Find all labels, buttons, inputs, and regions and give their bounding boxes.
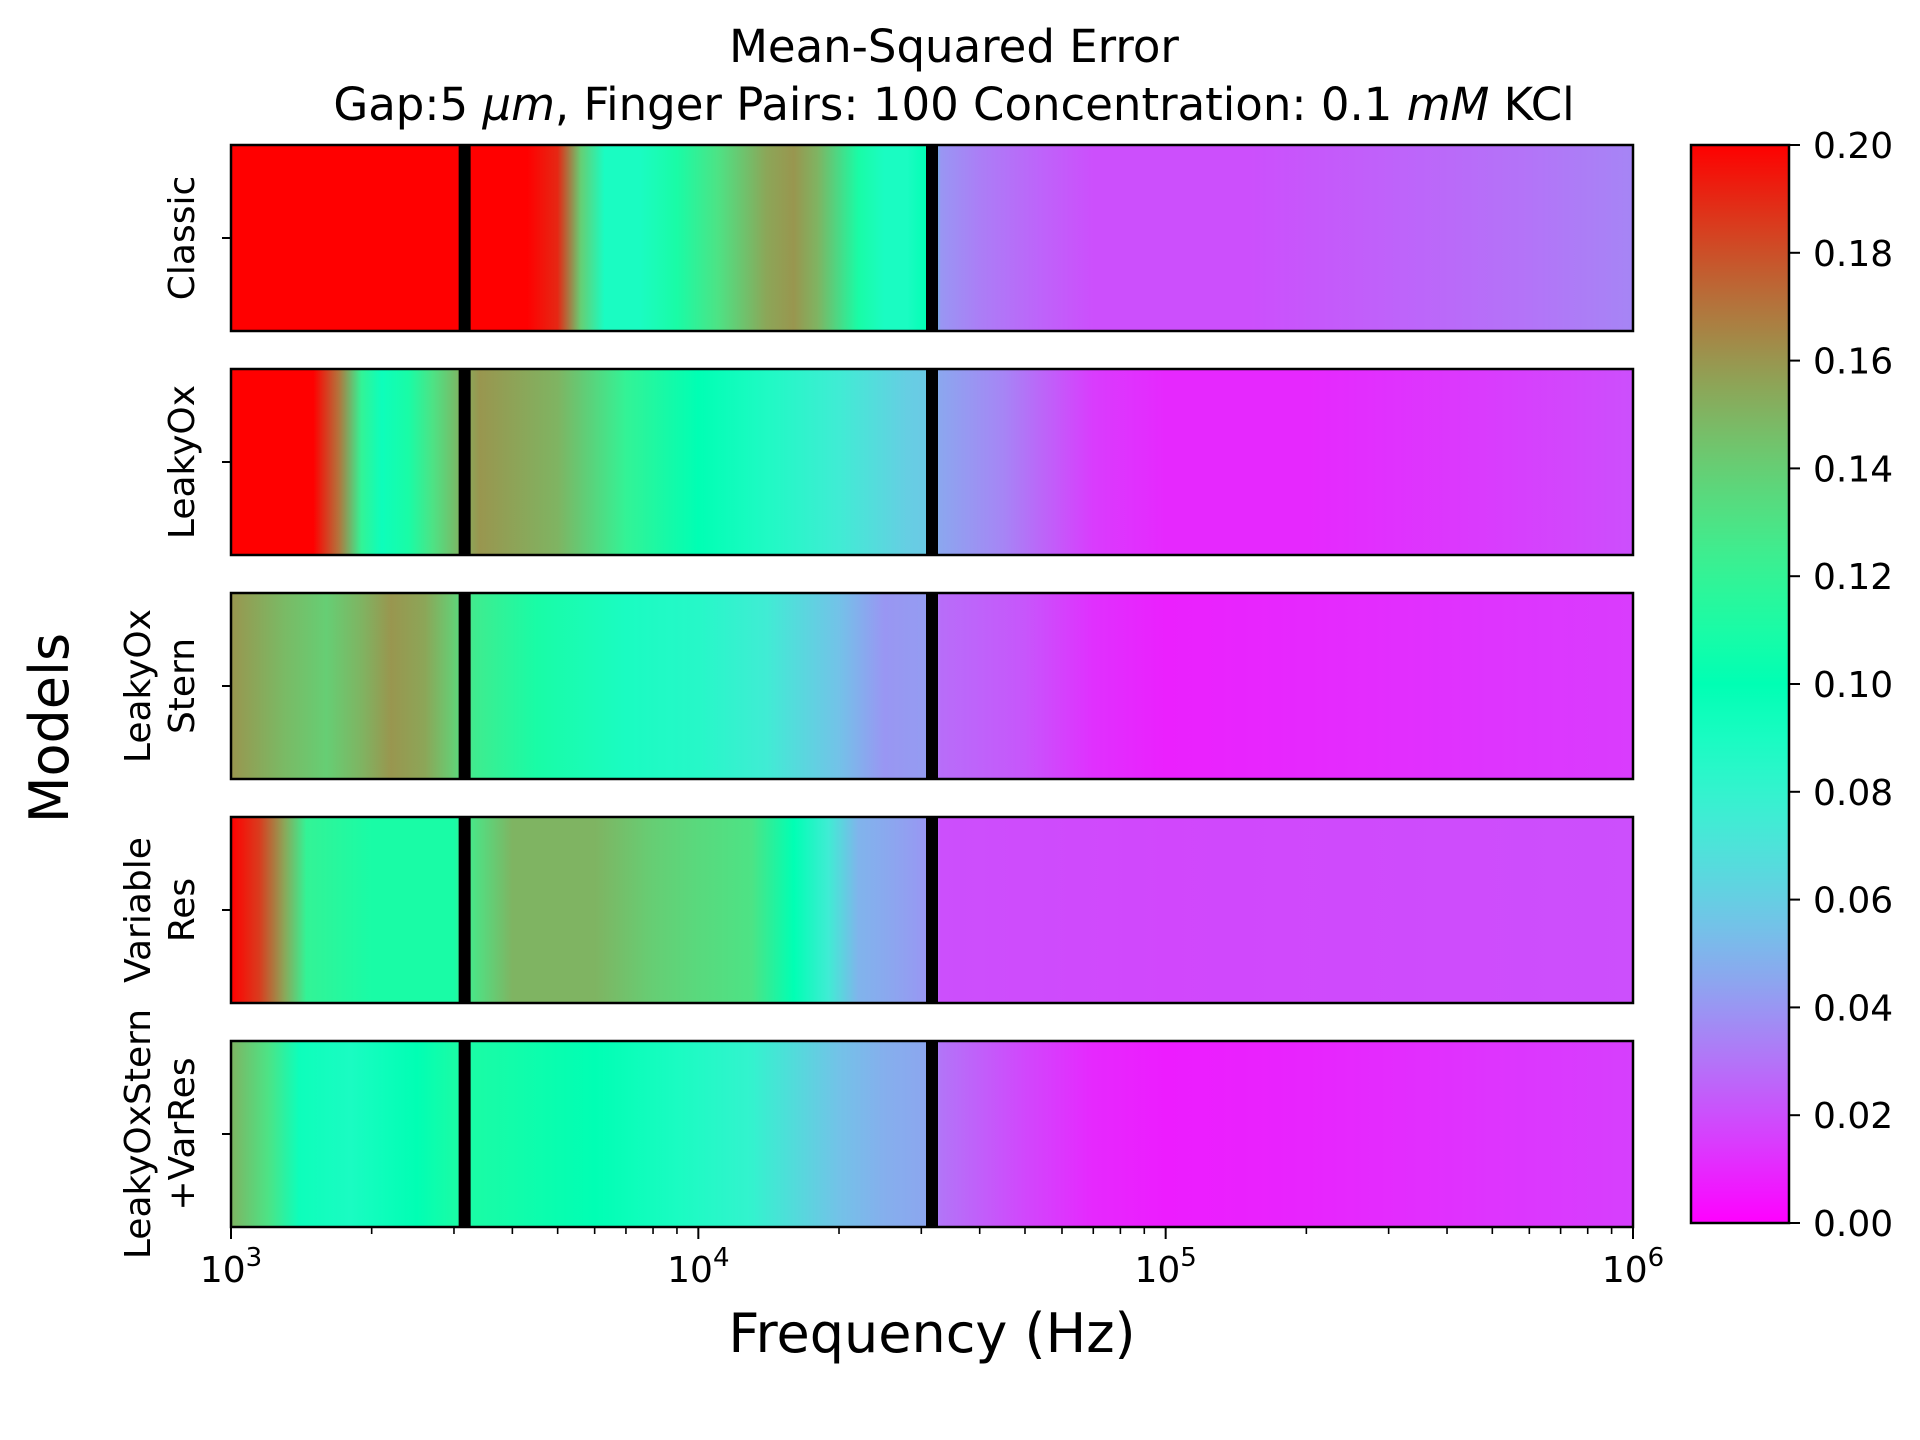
x-tick-label: 103 <box>200 1243 262 1291</box>
colorbar-tick-label: 0.16 <box>1813 342 1893 383</box>
x-tick-label: 105 <box>1134 1243 1196 1291</box>
vertical-marker-line <box>926 1041 939 1227</box>
heatmap-row: LeakyOxStern+VarRes <box>118 1009 1635 1259</box>
colorbar-gradient <box>1689 143 1791 1225</box>
row-label-line: Classic <box>162 176 203 301</box>
vertical-marker-line <box>926 369 939 555</box>
x-tick-label: 104 <box>667 1243 729 1291</box>
row-label: VariableRes <box>118 837 203 983</box>
heatmap-row: LeakyOx <box>162 367 1635 557</box>
heatmap-row: VariableRes <box>118 815 1635 1005</box>
vertical-marker-line <box>458 593 471 779</box>
colorbar-tick-label: 0.06 <box>1813 881 1893 922</box>
subtitle-part: KCl <box>1489 78 1574 131</box>
vertical-marker-line <box>926 145 939 331</box>
colorbar-tick-label: 0.00 <box>1813 1204 1893 1245</box>
row-label-line: Variable <box>118 837 159 983</box>
vertical-marker-line <box>458 817 471 1003</box>
row-label-line: LeakyOx <box>118 609 159 763</box>
vertical-marker-line <box>926 593 939 779</box>
colorbar: 0.00 0.02 0.04 0.06 0.08 0.10 0.12 0.14 0.16 0.18… <box>1689 126 1893 1245</box>
subtitle-part: Gap:5 <box>333 78 482 131</box>
row-label-line: Res <box>162 878 203 942</box>
colorbar-tick-label: 0.14 <box>1813 449 1893 490</box>
colorbar-tick-label: 0.10 <box>1813 665 1893 706</box>
colorbar-tick-label: 0.20 <box>1813 126 1893 167</box>
colorbar-tick-label: 0.18 <box>1813 234 1893 275</box>
colorbar-tick-label: 0.08 <box>1813 773 1893 814</box>
row-label-line: Stern <box>162 638 203 734</box>
y-axis-label: Models <box>18 633 81 823</box>
chart-title: Mean-Squared Error <box>729 20 1179 73</box>
row-label: LeakyOxStern+VarRes <box>118 1009 203 1259</box>
heatmap-rows: ClassicLeakyOxLeakyOxSternVariableResLea… <box>118 143 1635 1259</box>
colorbar-tick-label: 0.04 <box>1813 988 1893 1029</box>
colorbar-tick-label: 0.12 <box>1813 557 1893 598</box>
subtitle-part: mM <box>1407 78 1490 131</box>
chart-subtitle: Gap:5 μm, Finger Pairs: 100 Concentratio… <box>333 78 1574 131</box>
heatmap-row: LeakyOxStern <box>118 591 1635 781</box>
row-label: LeakyOxStern <box>118 609 203 763</box>
row-label-line: LeakyOxStern <box>118 1009 159 1259</box>
row-label-line: +VarRes <box>162 1057 203 1210</box>
heatmap-row: Classic <box>162 143 1635 333</box>
x-tick-label: 106 <box>1602 1243 1664 1291</box>
subtitle-part: , Finger Pairs: 100 Concentration: 0.1 <box>555 78 1407 131</box>
x-axis: 103 104 105 106 <box>200 1227 1664 1291</box>
row-label: Classic <box>162 176 203 301</box>
row-label-line: LeakyOx <box>162 385 203 539</box>
x-axis-label: Frequency (Hz) <box>728 1302 1135 1365</box>
vertical-marker-line <box>458 1041 471 1227</box>
vertical-marker-line <box>458 369 471 555</box>
subtitle-part: μm <box>481 78 554 131</box>
colorbar-tick-label: 0.02 <box>1813 1096 1893 1137</box>
vertical-marker-line <box>458 145 471 331</box>
vertical-marker-line <box>926 817 939 1003</box>
row-label: LeakyOx <box>162 385 203 539</box>
